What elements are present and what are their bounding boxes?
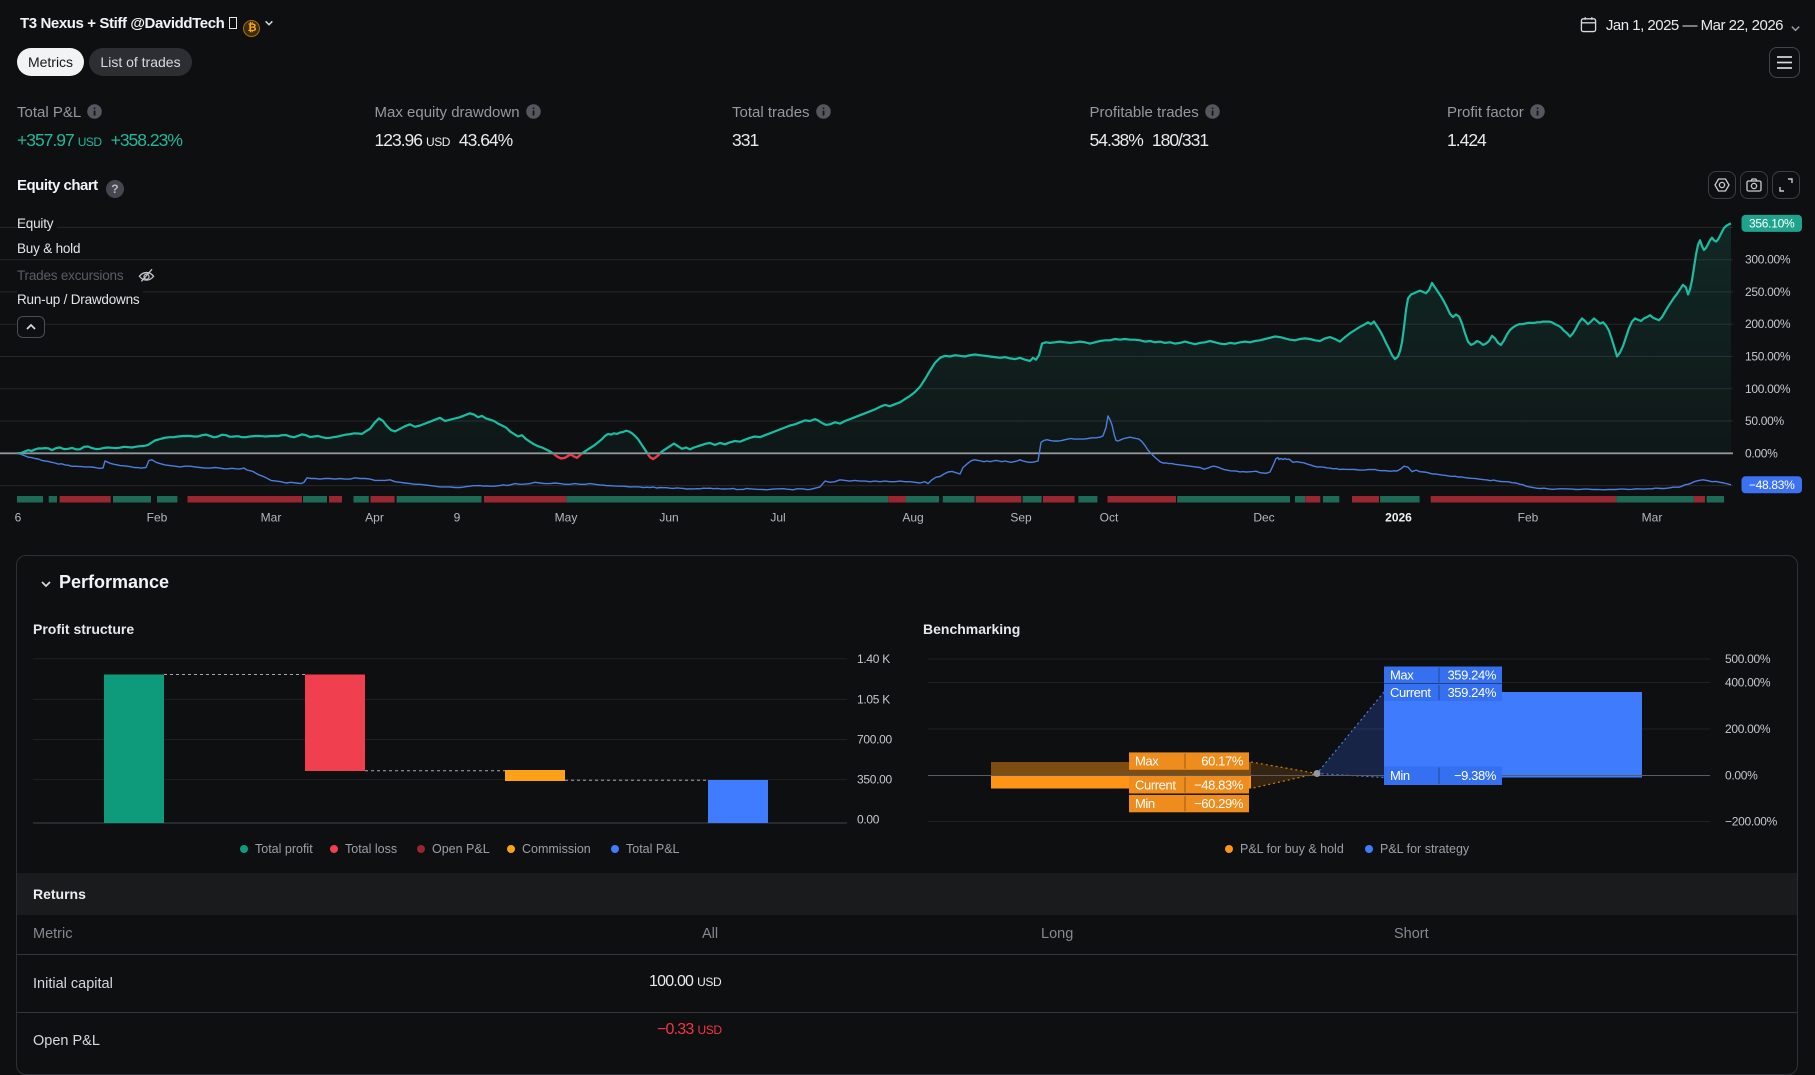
svg-text:Min: Min	[1135, 796, 1155, 811]
svg-text:6: 6	[15, 511, 22, 525]
svg-text:0.00%: 0.00%	[1725, 769, 1758, 783]
svg-text:Feb: Feb	[147, 511, 168, 525]
svg-text:Current: Current	[1135, 777, 1176, 792]
svg-text:Dec: Dec	[1253, 511, 1274, 525]
svg-text:Sep: Sep	[1010, 511, 1032, 525]
svg-text:Mar: Mar	[261, 511, 282, 525]
svg-text:400.00%: 400.00%	[1725, 676, 1771, 690]
svg-text:700.00: 700.00	[857, 733, 893, 747]
svg-text:60.17%: 60.17%	[1201, 754, 1244, 769]
svg-text:100.00%: 100.00%	[1745, 382, 1791, 396]
svg-text:−48.83%: −48.83%	[1194, 777, 1244, 792]
svg-text:0.00%: 0.00%	[1745, 446, 1778, 460]
svg-text:0.00: 0.00	[857, 813, 880, 827]
svg-text:1.05 K: 1.05 K	[857, 692, 890, 706]
svg-text:Apr: Apr	[365, 511, 384, 525]
svg-text:200.00%: 200.00%	[1725, 722, 1771, 736]
svg-text:2026: 2026	[1385, 511, 1412, 525]
svg-text:Mar: Mar	[1642, 511, 1663, 525]
svg-text:350.00: 350.00	[857, 773, 893, 787]
svg-text:−200.00%: −200.00%	[1725, 815, 1778, 829]
svg-text:−9.38%: −9.38%	[1454, 768, 1497, 783]
svg-text:9: 9	[454, 511, 461, 525]
svg-text:−60.29%: −60.29%	[1194, 796, 1244, 811]
svg-text:Oct: Oct	[1100, 511, 1119, 525]
svg-text:359.24%: 359.24%	[1447, 668, 1496, 683]
svg-text:150.00%: 150.00%	[1745, 350, 1791, 364]
svg-text:Feb: Feb	[1518, 511, 1539, 525]
svg-text:200.00%: 200.00%	[1745, 317, 1791, 331]
svg-text:50.00%: 50.00%	[1745, 414, 1785, 428]
svg-text:356.10%: 356.10%	[1749, 216, 1795, 230]
svg-text:Aug: Aug	[902, 511, 923, 525]
svg-text:250.00%: 250.00%	[1745, 285, 1791, 299]
svg-text:359.24%: 359.24%	[1447, 685, 1496, 700]
svg-text:−48.83%: −48.83%	[1749, 478, 1795, 492]
svg-text:1.40 K: 1.40 K	[857, 652, 890, 666]
svg-text:Max: Max	[1390, 668, 1414, 683]
svg-text:May: May	[555, 511, 578, 525]
svg-text:500.00%: 500.00%	[1725, 652, 1771, 666]
svg-text:Current: Current	[1390, 685, 1431, 700]
svg-text:Min: Min	[1390, 768, 1410, 783]
svg-text:Max: Max	[1135, 754, 1159, 769]
svg-text:300.00%: 300.00%	[1745, 253, 1791, 267]
svg-text:Jun: Jun	[659, 511, 678, 525]
svg-text:Jul: Jul	[770, 511, 785, 525]
